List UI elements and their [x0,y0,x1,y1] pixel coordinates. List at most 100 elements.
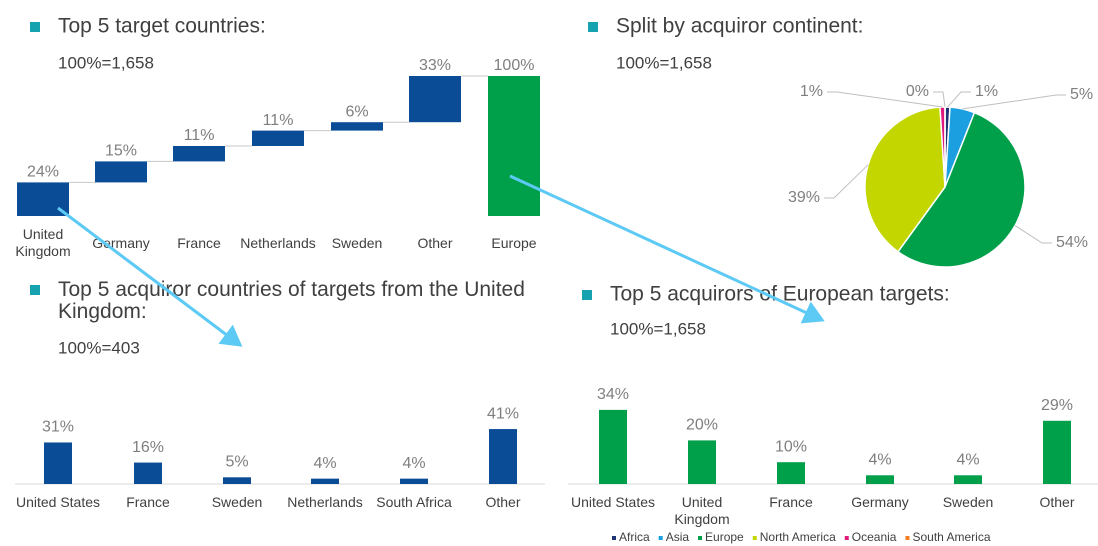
bullet [30,285,40,295]
leader-line [933,91,946,108]
data-label: 0% [906,83,929,100]
x-tick-label: United Kingdom [15,226,71,259]
bar [331,122,383,131]
data-label: 4% [868,451,891,468]
data-label: 1% [800,83,823,100]
chart-title: Top 5 acquiror countries of targets from… [58,278,525,323]
category-box: Germany [851,494,909,510]
category-box: United States [570,494,656,510]
data-label: 100% [494,57,535,74]
legend-swatch [612,536,616,540]
x-tick-label: United States [15,494,101,510]
data-label: 20% [686,417,718,434]
leader-line [827,91,943,108]
legend-label: South America [912,530,990,544]
category-box: Netherlands [240,234,316,251]
legend-label: Europe [705,530,744,544]
data-label: 6% [345,103,368,120]
x-tick-label: Other [417,234,453,251]
bullet [582,290,592,300]
category-box: Other [1039,494,1075,510]
chart-subtitle: 100%=1,658 [610,319,706,338]
bar [777,462,805,484]
legend-swatch [844,536,849,540]
category-box: Europe [491,234,537,251]
bar [252,130,304,146]
title-line: Top 5 acquiror countries of targets from… [58,278,525,301]
data-label: 24% [27,164,59,181]
category-box: France [177,234,221,251]
chart-subtitle: 100%=1,658 [58,53,154,72]
bar [954,475,982,484]
bar [311,478,339,484]
leader-line [1014,225,1052,244]
category-box: Other [417,234,453,251]
x-tick-label: Sweden [942,494,994,510]
bar [1043,420,1071,484]
x-tick-label: Netherlands [287,494,363,510]
bar [866,475,894,484]
bar [44,442,72,484]
bar [409,76,461,123]
legend-swatch [905,536,910,540]
data-label: 4% [402,455,425,472]
legend-swatch [752,536,757,540]
leader-line [947,91,971,108]
legend-label: Africa [619,530,650,544]
category-box: United States [15,494,101,510]
x-tick-label: Sweden [331,234,383,251]
category-box: Netherlands [287,494,363,510]
category-box: Other [485,494,521,510]
bar [488,76,540,216]
bar [688,440,716,484]
x-tick-label: South Africa [376,494,452,510]
x-tick-label: Other [1039,494,1075,510]
data-label: 34% [597,386,629,403]
x-tick-label: Sweden [211,494,263,510]
x-tick-label: Europe [491,234,537,251]
data-label: 1% [975,83,998,100]
chart-subtitle: 100%=403 [58,338,140,357]
category-box: South Africa [376,494,452,510]
leader-line [824,164,869,199]
x-tick-label: United States [570,494,656,510]
x-tick-label: France [177,234,221,251]
bar [223,477,251,484]
x-tick-label: Netherlands [240,234,316,251]
legend-swatch [658,536,663,540]
bar [95,161,147,183]
data-label: 5% [1070,86,1093,103]
chart-title: Top 5 acquirors of European targets: [610,283,950,306]
bar [489,429,517,484]
data-label: 31% [42,419,74,436]
data-label: 16% [132,439,164,456]
category-box: United Kingdom [674,494,729,527]
category-box: United Kingdom [15,226,71,259]
chart-title: Top 5 target countries: [58,15,266,38]
data-label: 11% [263,112,294,129]
category-box: Sweden [942,494,994,510]
arrow [57,206,243,347]
legend-label: Asia [666,530,690,544]
x-tick-label: France [769,494,813,510]
data-label: 15% [105,143,137,160]
bar [134,462,162,484]
data-label: 10% [775,438,807,455]
pie-slice [864,106,946,253]
leader-line [962,94,1066,110]
bar [400,478,428,484]
arrow [509,174,825,324]
legend-label: Oceania [852,530,897,544]
chart-subtitle: 100%=1,658 [616,53,712,72]
x-tick-label: Other [485,494,521,510]
x-tick-label: France [126,494,170,510]
charts: Top 5 target countries: 100%=1,658 24% Unit… [15,15,1098,544]
data-label: 4% [313,455,336,472]
bar [173,146,225,162]
title-line: Kingdom: [58,300,147,323]
data-label: 54% [1056,234,1088,251]
x-tick-label: Germany [851,494,909,510]
category-box: Germany [92,234,150,251]
x-tick-label: Germany [92,234,150,251]
bullet [30,22,40,32]
